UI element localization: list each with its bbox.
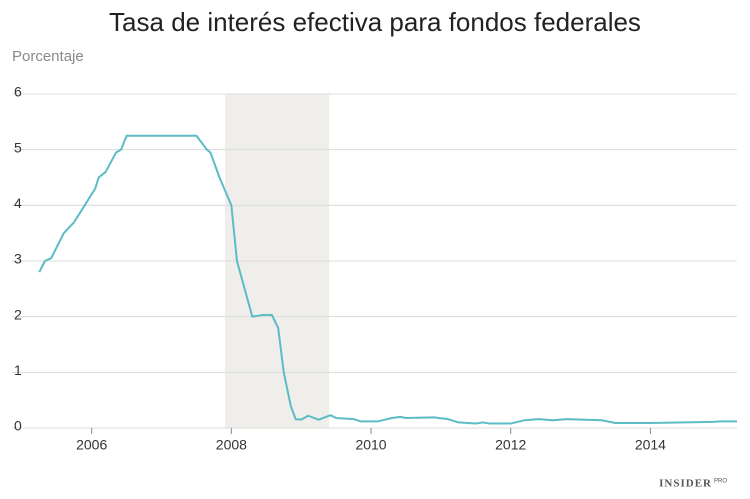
y-tick-label: 6 — [14, 84, 22, 100]
y-tick-label: 5 — [14, 139, 22, 155]
x-tick-label: 2014 — [635, 437, 666, 453]
y-tick-label: 4 — [14, 195, 22, 211]
x-tick-label: 2008 — [216, 437, 247, 453]
y-tick-label: 0 — [14, 418, 22, 434]
x-tick-label: 2010 — [355, 437, 386, 453]
y-tick-label: 2 — [14, 306, 22, 322]
logo-sub: PRO — [714, 479, 727, 485]
x-tick-label: 2006 — [76, 437, 107, 453]
logo: INSIDER — [659, 478, 712, 490]
chart-title: Tasa de interés efectiva para fondos fed… — [109, 7, 641, 37]
x-tick-label: 2012 — [495, 437, 526, 453]
y-tick-label: 1 — [14, 362, 22, 378]
y-axis-label: Porcentaje — [12, 48, 84, 65]
data-line — [38, 134, 737, 425]
y-tick-label: 3 — [14, 251, 22, 267]
